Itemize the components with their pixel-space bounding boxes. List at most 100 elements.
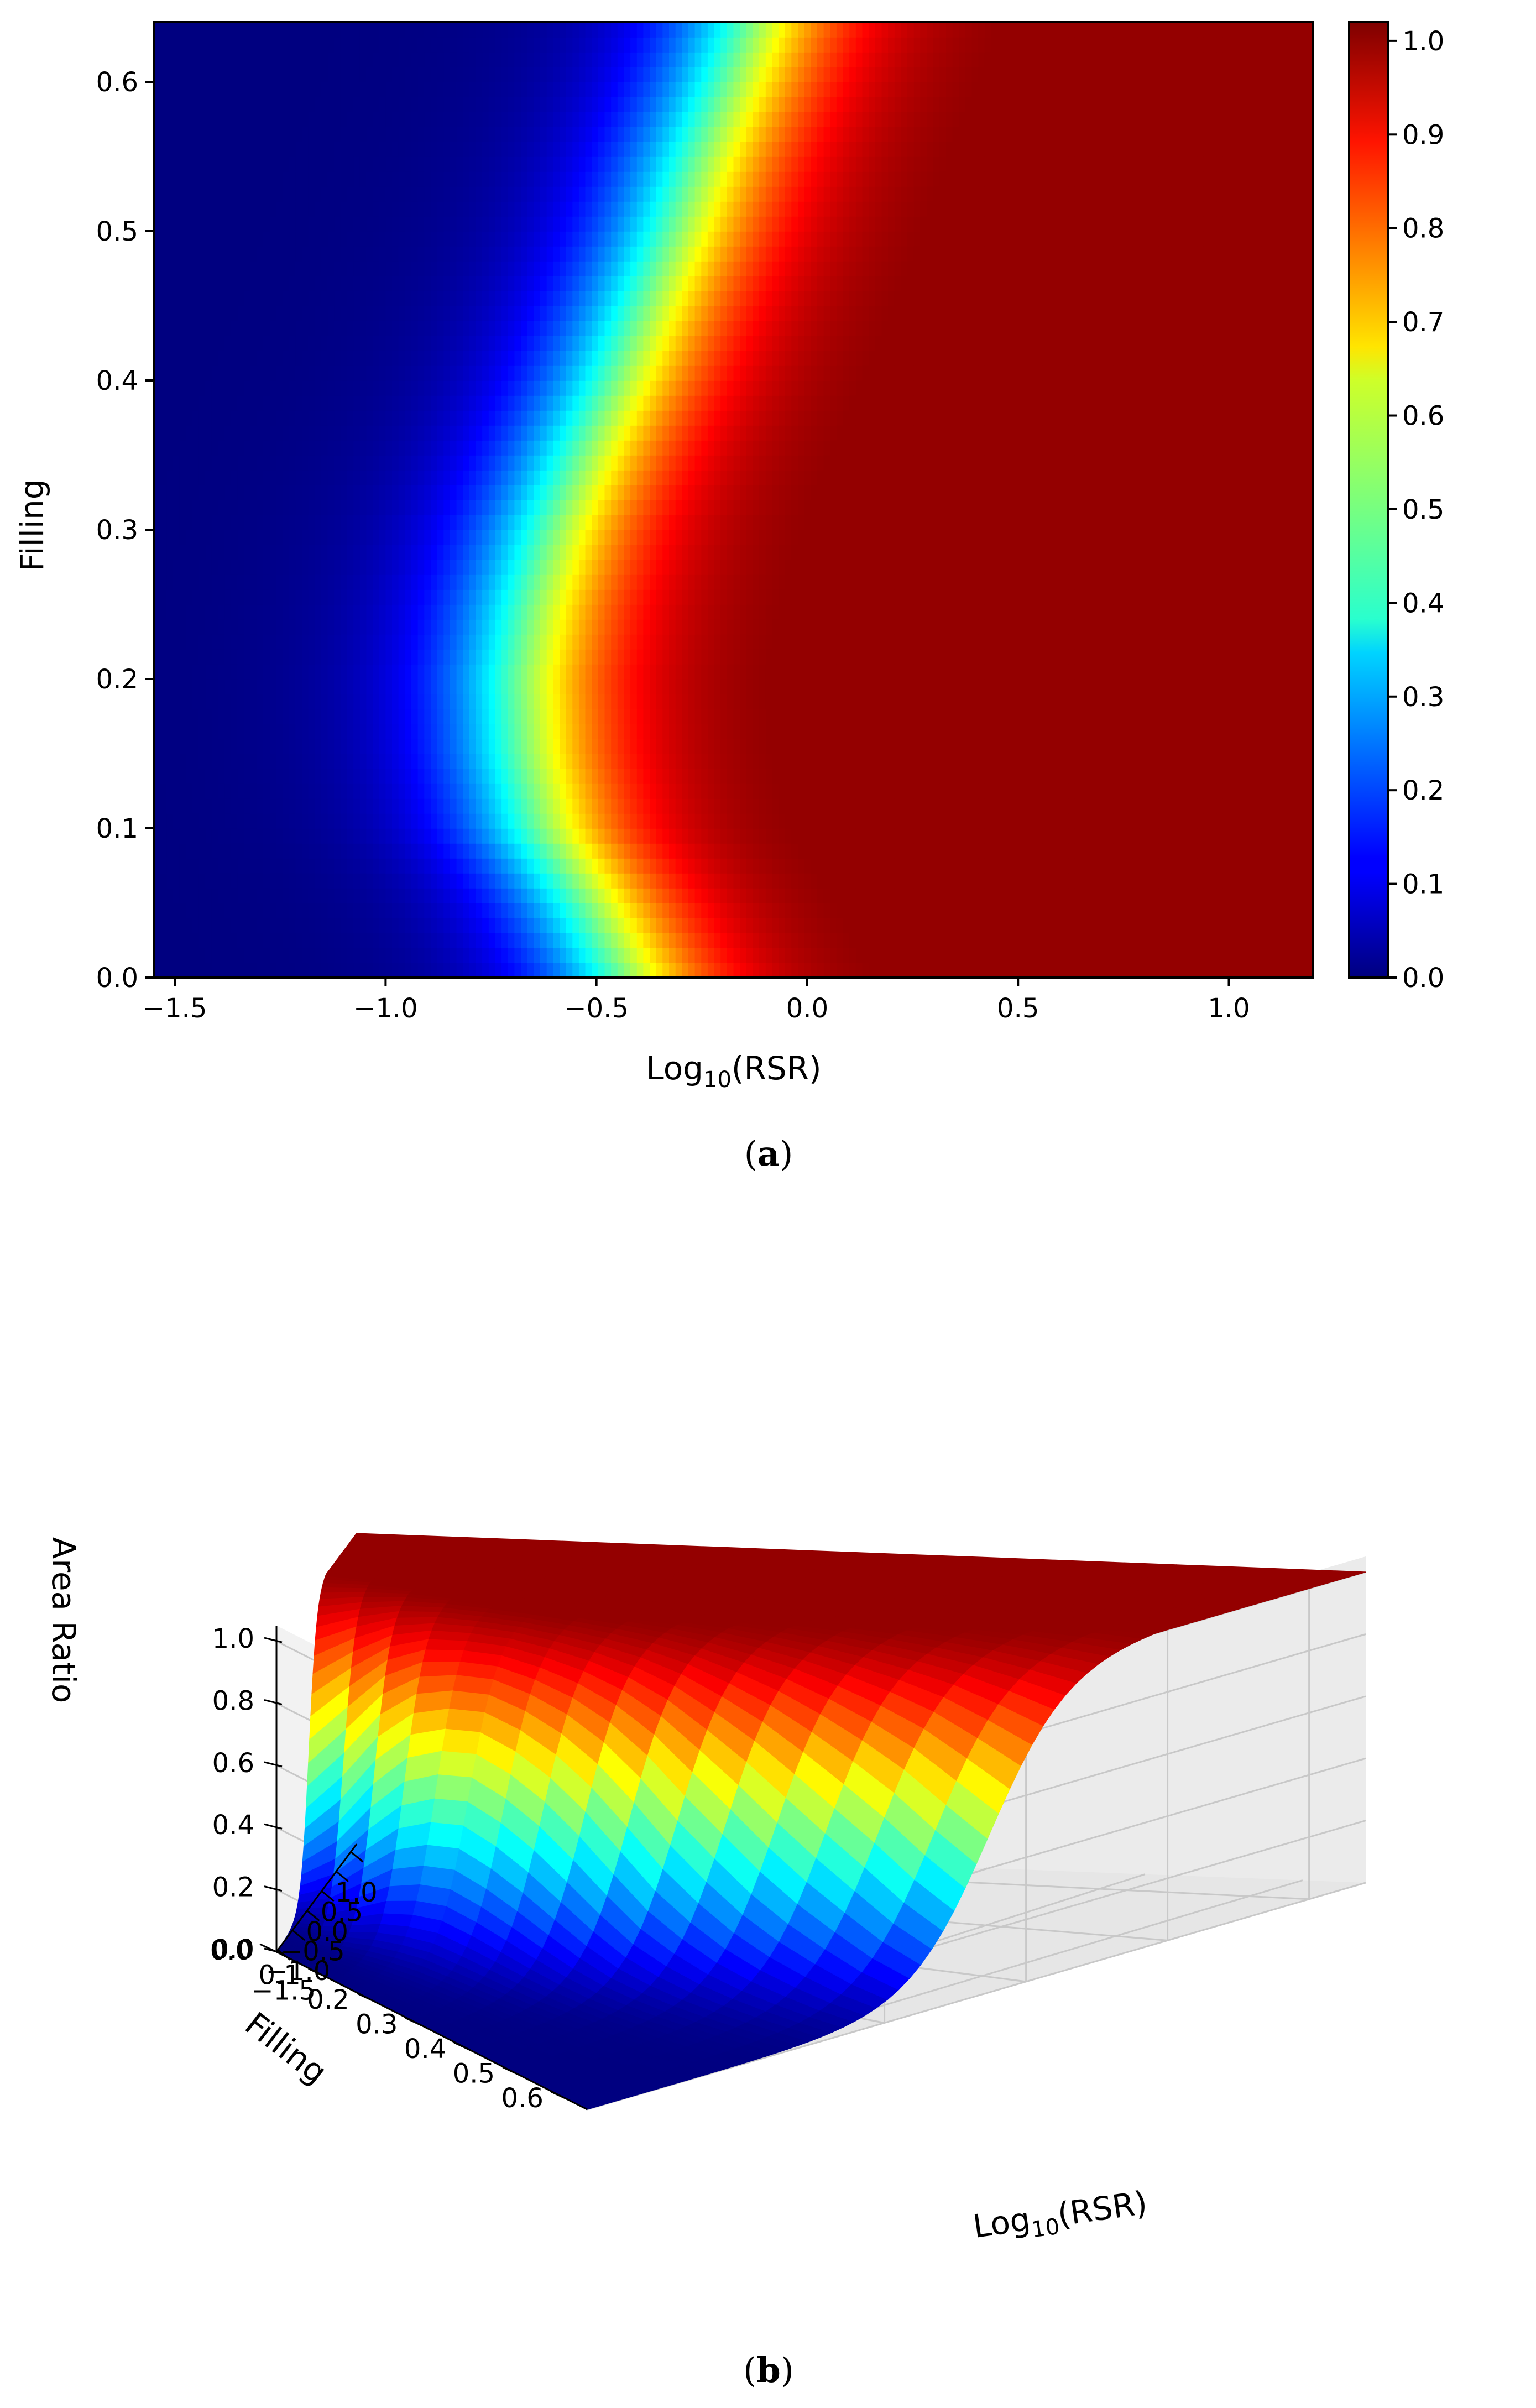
heatmap-cell [1287,754,1294,769]
heatmap-cell [1190,574,1198,590]
heatmap-cell [205,918,212,933]
heatmap-cell [450,813,457,829]
heatmap-cell [443,574,451,590]
heatmap-cell [534,679,541,694]
heatmap-cell [1294,694,1301,709]
heatmap-cell [186,813,193,829]
heatmap-cell [495,754,502,769]
heatmap-cell [714,918,721,933]
heatmap-cell [1120,739,1127,754]
heatmap-cell [1300,679,1308,694]
heatmap-cell [701,560,708,575]
heatmap-cell [218,769,225,784]
heatmap-cell [340,574,348,590]
heatmap-cell [1152,664,1159,680]
heatmap-cell [1294,649,1301,665]
heatmap-cell [888,664,895,680]
heatmap-cell [1203,679,1211,694]
heatmap-cell [327,574,335,590]
heatmap-cell [746,918,754,933]
heatmap-cell [327,739,335,754]
heatmap-cell [939,574,947,590]
heatmap-cell [959,679,966,694]
heatmap-cell [611,858,618,874]
heatmap-cell [160,589,167,605]
heatmap-cell [302,649,309,665]
heatmap-cell [1222,769,1230,784]
heatmap-cell [765,574,773,590]
heatmap-cell [1300,724,1308,739]
heatmap-cell [379,828,386,844]
heatmap-cell [592,694,599,709]
heatmap-cell [1030,679,1037,694]
heatmap-cell [733,963,740,978]
heatmap-cell [431,619,438,635]
heatmap-cell [289,709,296,724]
heatmap-cell [1152,769,1159,784]
heatmap-cell [888,709,895,724]
heatmap-cell [566,769,573,784]
heatmap-cell [508,888,515,903]
heatmap-cell [907,694,915,709]
heatmap-cell [1113,739,1121,754]
heatmap-cell [469,843,477,859]
heatmap-cell [572,560,579,575]
heatmap-cell [1113,619,1121,635]
heatmap-cell [321,948,328,963]
heatmap-cell [1081,754,1088,769]
heatmap-cell [315,888,322,903]
heatmap-cell [849,769,856,784]
heatmap-cell [366,560,373,575]
heatmap-cell [553,903,560,918]
heatmap-cell [1132,694,1140,709]
heatmap-cell [334,813,341,829]
heatmap-cell [675,574,683,590]
heatmap-cell [1229,813,1236,829]
heatmap-cell [1184,813,1192,829]
heatmap-cell [1030,664,1037,680]
heatmap-cell [913,664,921,680]
heatmap-cell [379,858,386,874]
heatmap-cell [1242,574,1250,590]
heatmap-cell [636,679,644,694]
heatmap-cell [1088,918,1095,933]
heatmap-cell [218,739,225,754]
heatmap-cell [231,843,238,859]
heatmap-cell [257,769,264,784]
heatmap-cell [398,963,406,978]
heatmap-cell [753,858,760,874]
heatmap-cell [276,679,283,694]
heatmap-cell [952,963,960,978]
heatmap-cell [224,604,232,620]
heatmap-cell [753,754,760,769]
heatmap-cell [617,709,625,724]
heatmap-cell [913,873,921,889]
heatmap-cell [1152,828,1159,844]
heatmap-cell [379,933,386,948]
heatmap-cell [617,873,625,889]
heatmap-cell [656,918,663,933]
heatmap-cell [669,709,676,724]
heatmap-cell [733,664,740,680]
heatmap-cell [746,873,754,889]
heatmap-cell [984,574,992,590]
heatmap-cell [482,813,489,829]
heatmap-cell [469,619,477,635]
heatmap-cell [198,843,206,859]
heatmap-cell [785,769,792,784]
heatmap-cell [1222,858,1230,874]
heatmap-cell [798,634,805,650]
heatmap-cell [527,649,535,665]
heatmap-cell [540,813,547,829]
heatmap-cell [753,918,760,933]
heatmap-cell [508,828,515,844]
heatmap-cell [997,754,1005,769]
heatmap-cell [295,694,302,709]
heatmap-cell [359,963,367,978]
heatmap-cell [1042,813,1050,829]
heatmap-cell [540,589,547,605]
heatmap-cell [817,948,824,963]
heatmap-cell [1126,739,1133,754]
heatmap-cell [604,783,612,799]
heatmap-cell [1126,664,1133,680]
